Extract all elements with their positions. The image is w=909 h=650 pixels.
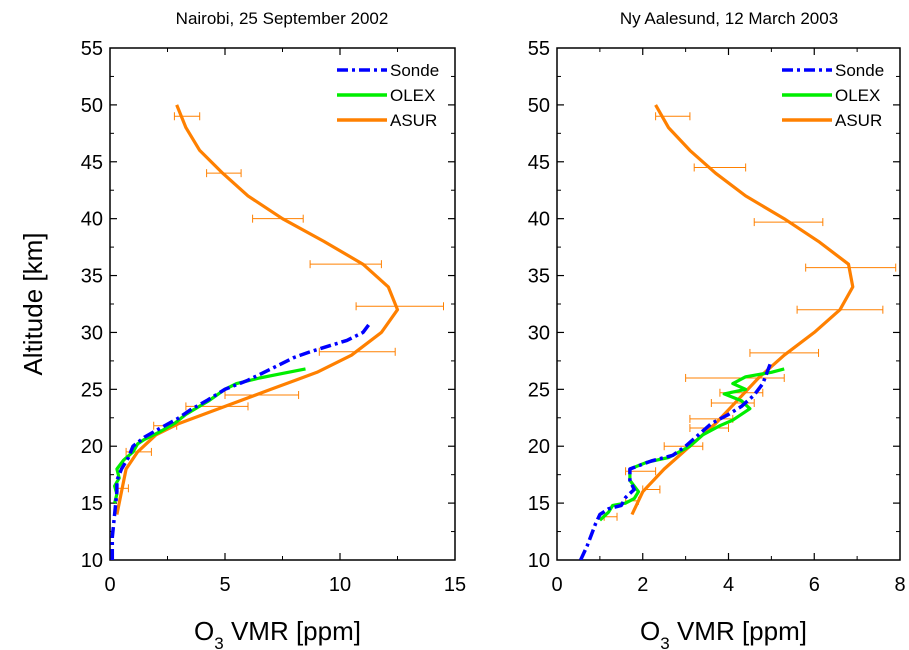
y-tick-label: 40 bbox=[81, 209, 103, 231]
x-axis-label-main: O bbox=[194, 616, 214, 646]
x-axis-label-unit: VMR [ppm] bbox=[670, 616, 807, 646]
x-axis-label: O3 VMR [ppm] bbox=[640, 616, 807, 650]
x-tick-label: 6 bbox=[809, 574, 820, 596]
error-bar bbox=[309, 260, 382, 269]
error-bar bbox=[252, 214, 304, 223]
error-bar bbox=[355, 302, 444, 311]
x-axis-label-unit: VMR [ppm] bbox=[224, 616, 361, 646]
y-tick-label: 50 bbox=[81, 95, 103, 117]
y-tick-label: 25 bbox=[81, 379, 103, 401]
y-tick-label: 10 bbox=[81, 550, 103, 572]
series-line-asur bbox=[115, 104, 400, 515]
x-tick-label: 10 bbox=[329, 574, 351, 596]
x-axis-label-subscript: 3 bbox=[660, 634, 669, 650]
legend-label-olex: OLEX bbox=[835, 86, 880, 105]
x-tick-label: 15 bbox=[444, 574, 466, 596]
y-axis-label: Altitude [km] bbox=[18, 232, 48, 375]
y-tick-label: 20 bbox=[81, 436, 103, 458]
x-tick-label: 0 bbox=[104, 574, 115, 596]
series-line-sonde bbox=[579, 360, 774, 560]
error-bar bbox=[685, 373, 785, 382]
y-tick-label: 15 bbox=[528, 493, 550, 515]
y-tick-label: 10 bbox=[528, 550, 550, 572]
chart-title: Ny Aalesund, 12 March 2003 bbox=[620, 9, 838, 28]
x-tick-label: 8 bbox=[894, 574, 905, 596]
x-axis-label-main: O bbox=[640, 616, 660, 646]
legend-label-olex: OLEX bbox=[390, 86, 435, 105]
plot-area bbox=[579, 104, 897, 560]
y-tick-label: 55 bbox=[81, 38, 103, 60]
y-tick-label: 50 bbox=[528, 95, 550, 117]
y-tick-label: 35 bbox=[528, 266, 550, 288]
y-tick-label: 30 bbox=[81, 322, 103, 344]
y-tick-label: 30 bbox=[528, 322, 550, 344]
chart-title: Nairobi, 25 September 2002 bbox=[176, 9, 389, 28]
error-bar bbox=[173, 112, 201, 121]
legend-label-asur: ASUR bbox=[390, 111, 437, 130]
y-tick-label: 45 bbox=[528, 152, 550, 174]
error-bar bbox=[663, 442, 704, 451]
legend-label-sonde: Sonde bbox=[835, 61, 884, 80]
plot-area bbox=[110, 104, 444, 560]
chart-panel-2: Ny Aalesund, 12 March 200310152025303540… bbox=[528, 9, 906, 650]
error-bar bbox=[749, 348, 820, 357]
series-line-sonde bbox=[110, 322, 372, 560]
x-tick-label: 0 bbox=[551, 574, 562, 596]
series-line-olex bbox=[598, 367, 785, 522]
legend: Sonde OLEX ASUR bbox=[782, 61, 884, 130]
y-tick-label: 55 bbox=[528, 38, 550, 60]
legend-label-sonde: Sonde bbox=[390, 61, 439, 80]
y-tick-label: 35 bbox=[81, 266, 103, 288]
x-tick-label: 4 bbox=[723, 574, 734, 596]
error-bar bbox=[224, 391, 300, 400]
x-axis-label: O3 VMR [ppm] bbox=[194, 616, 361, 650]
x-tick-label: 2 bbox=[637, 574, 648, 596]
y-tick-label: 45 bbox=[81, 152, 103, 174]
x-tick-label: 5 bbox=[219, 574, 230, 596]
legend: Sonde OLEX ASUR bbox=[337, 61, 439, 130]
y-tick-label: 40 bbox=[528, 209, 550, 231]
y-tick-label: 25 bbox=[528, 379, 550, 401]
y-tick-label: 15 bbox=[81, 493, 103, 515]
error-bar bbox=[693, 163, 747, 172]
chart-panel-1: Nairobi, 25 September 200210152025303540… bbox=[18, 9, 466, 650]
x-axis-label-subscript: 3 bbox=[214, 634, 223, 650]
legend-label-asur: ASUR bbox=[835, 111, 882, 130]
y-tick-label: 20 bbox=[528, 436, 550, 458]
